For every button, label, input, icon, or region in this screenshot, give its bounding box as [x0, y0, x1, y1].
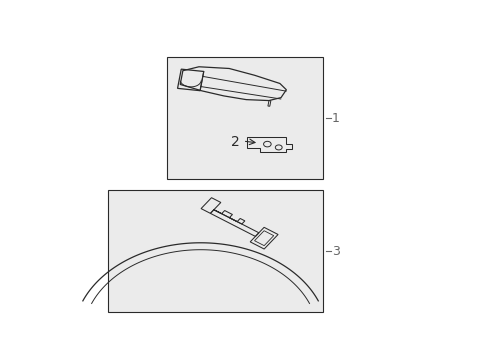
Bar	[167, 57, 322, 179]
Text: 3: 3	[331, 244, 339, 258]
Text: 1: 1	[331, 112, 339, 125]
Text: 2: 2	[231, 135, 240, 149]
Bar	[108, 190, 322, 312]
